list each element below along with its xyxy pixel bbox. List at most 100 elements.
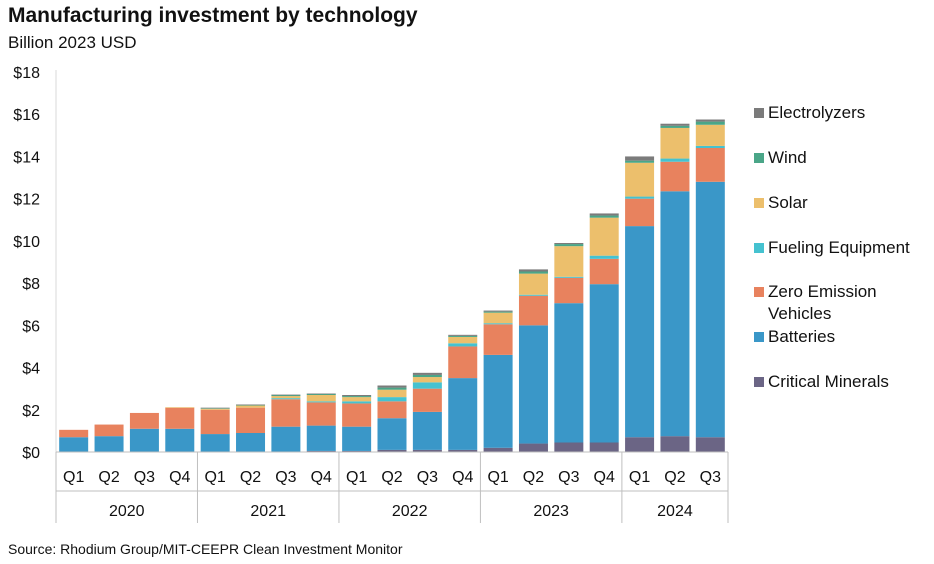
legend-label: Electrolyzers [768,103,865,122]
bar-segment-solar [342,397,372,402]
bar-stack [94,424,124,452]
bar-segment-solar [483,312,513,324]
bar-segment-batteries [589,284,619,443]
x-tick-label: Q3 [275,469,296,486]
bar-segment-wind [554,244,584,247]
bar-segment-solar [200,408,230,410]
chart-subtitle: Billion 2023 USD [8,33,137,52]
bar-segment-wind [448,335,478,337]
x-group-label: 2024 [657,503,693,520]
bar-segment-critical-minerals [377,449,407,452]
bar-segment-fueling-equipment [412,382,442,389]
bar-segment-solar [589,217,619,256]
bar-segment-zero-emission-vehicles [589,258,619,285]
bar-segment-zero-emission-vehicles [448,346,478,379]
bar-segment-fueling-equipment [483,323,513,325]
y-tick-label: $6 [22,318,40,335]
x-tick-label: Q3 [700,469,721,486]
bar-stack [554,243,584,452]
x-group-label: 2022 [392,503,428,520]
bar-segment-fueling-equipment [554,276,584,278]
bar-segment-batteries [271,426,301,452]
y-tick-label: $4 [22,361,40,378]
bar-segment-electrolyzers [271,394,301,396]
bar-stack [306,393,336,452]
bar-segment-batteries [483,354,513,448]
bar-segment-batteries [625,226,655,438]
bar-segment-electrolyzers [448,334,478,336]
bar-segment-critical-minerals [448,449,478,452]
bar-segment-electrolyzers [660,123,690,126]
bar-segment-critical-minerals [625,437,655,452]
bar-segment-electrolyzers [412,372,442,375]
bar-segment-zero-emission-vehicles [554,277,584,304]
x-tick-label: Q3 [417,469,438,486]
y-axis: $0 $2 $4 $6 $8 $10 $12 $14 $16 $18 [13,65,57,462]
bar-segment-critical-minerals [412,449,442,452]
bar-segment-fueling-equipment [342,401,372,404]
bar-segment-solar [271,396,301,399]
bar-segment-electrolyzers [306,393,336,395]
bar-stack [236,404,266,452]
x-tick-label: Q2 [381,469,402,486]
bar-segment-wind [200,408,230,409]
x-tick-label: Q4 [169,469,190,486]
x-tick-label: Q1 [204,469,225,486]
bar-segment-batteries [412,411,442,450]
bar-segment-solar [236,405,266,408]
bar-segment-fueling-equipment [695,145,725,148]
bar-segment-critical-minerals [483,447,513,452]
x-group-label: 2021 [250,503,286,520]
bar-stack [129,412,159,452]
legend-swatch [754,153,764,163]
legend-swatch [754,332,764,342]
x-tick-label: Q4 [452,469,473,486]
bar-stack [165,407,195,452]
x-tick-label: Q1 [63,469,84,486]
x-tick-label: Q1 [629,469,650,486]
bar-segment-critical-minerals [660,436,690,452]
x-axis: Q1 Q2 Q3 Q4 Q1 Q2 Q3 Q4 Q1 Q2 Q3 Q4 Q1 Q2 Q3 Q4 Q1 Q2 Q3 20… [55,451,729,523]
bar-segment-batteries [377,418,407,450]
bar-segment-zero-emission-vehicles [412,388,442,412]
x-tick-label: Q2 [664,469,685,486]
bar-segment-batteries [94,436,124,452]
y-tick-label: $12 [13,192,40,209]
bar-stack [695,119,725,452]
legend-swatch [754,377,764,387]
bar-segment-zero-emission-vehicles [94,424,124,437]
bar-segment-zero-emission-vehicles [200,409,230,435]
bar-segment-batteries [200,434,230,452]
bar-segment-zero-emission-vehicles [271,399,301,427]
bar-segment-zero-emission-vehicles [306,402,336,426]
bar-segment-fueling-equipment [377,397,407,402]
bar-segment-wind [518,271,548,274]
x-tick-label: Q4 [311,469,332,486]
bar-stack [271,394,301,452]
bar-segment-solar [625,162,655,197]
bar-segment-wind [660,125,690,128]
bar-segment-wind [483,311,513,313]
bar-segment-batteries [59,437,89,452]
y-tick-label: $14 [13,149,40,166]
bar-segment-fueling-equipment [660,158,690,162]
x-tick-label: Q2 [240,469,261,486]
bar-stack [589,213,619,452]
x-tick-label: Q3 [558,469,579,486]
bar-segment-batteries [518,325,548,444]
bar-stack [448,334,478,452]
bar-segment-zero-emission-vehicles [695,148,725,182]
bar-segment-batteries [236,433,266,452]
bar-segment-solar [448,336,478,344]
legend-swatch [754,198,764,208]
x-tick-label: Q1 [346,469,367,486]
bar-stack [59,429,89,452]
bar-stack [342,395,372,452]
bar-stack [625,156,655,452]
bars [59,119,725,452]
bar-segment-electrolyzers [589,213,619,216]
bar-segment-solar [660,127,690,159]
bar-stack [518,269,548,452]
y-tick-label: $16 [13,107,40,124]
bar-stack [412,372,442,452]
